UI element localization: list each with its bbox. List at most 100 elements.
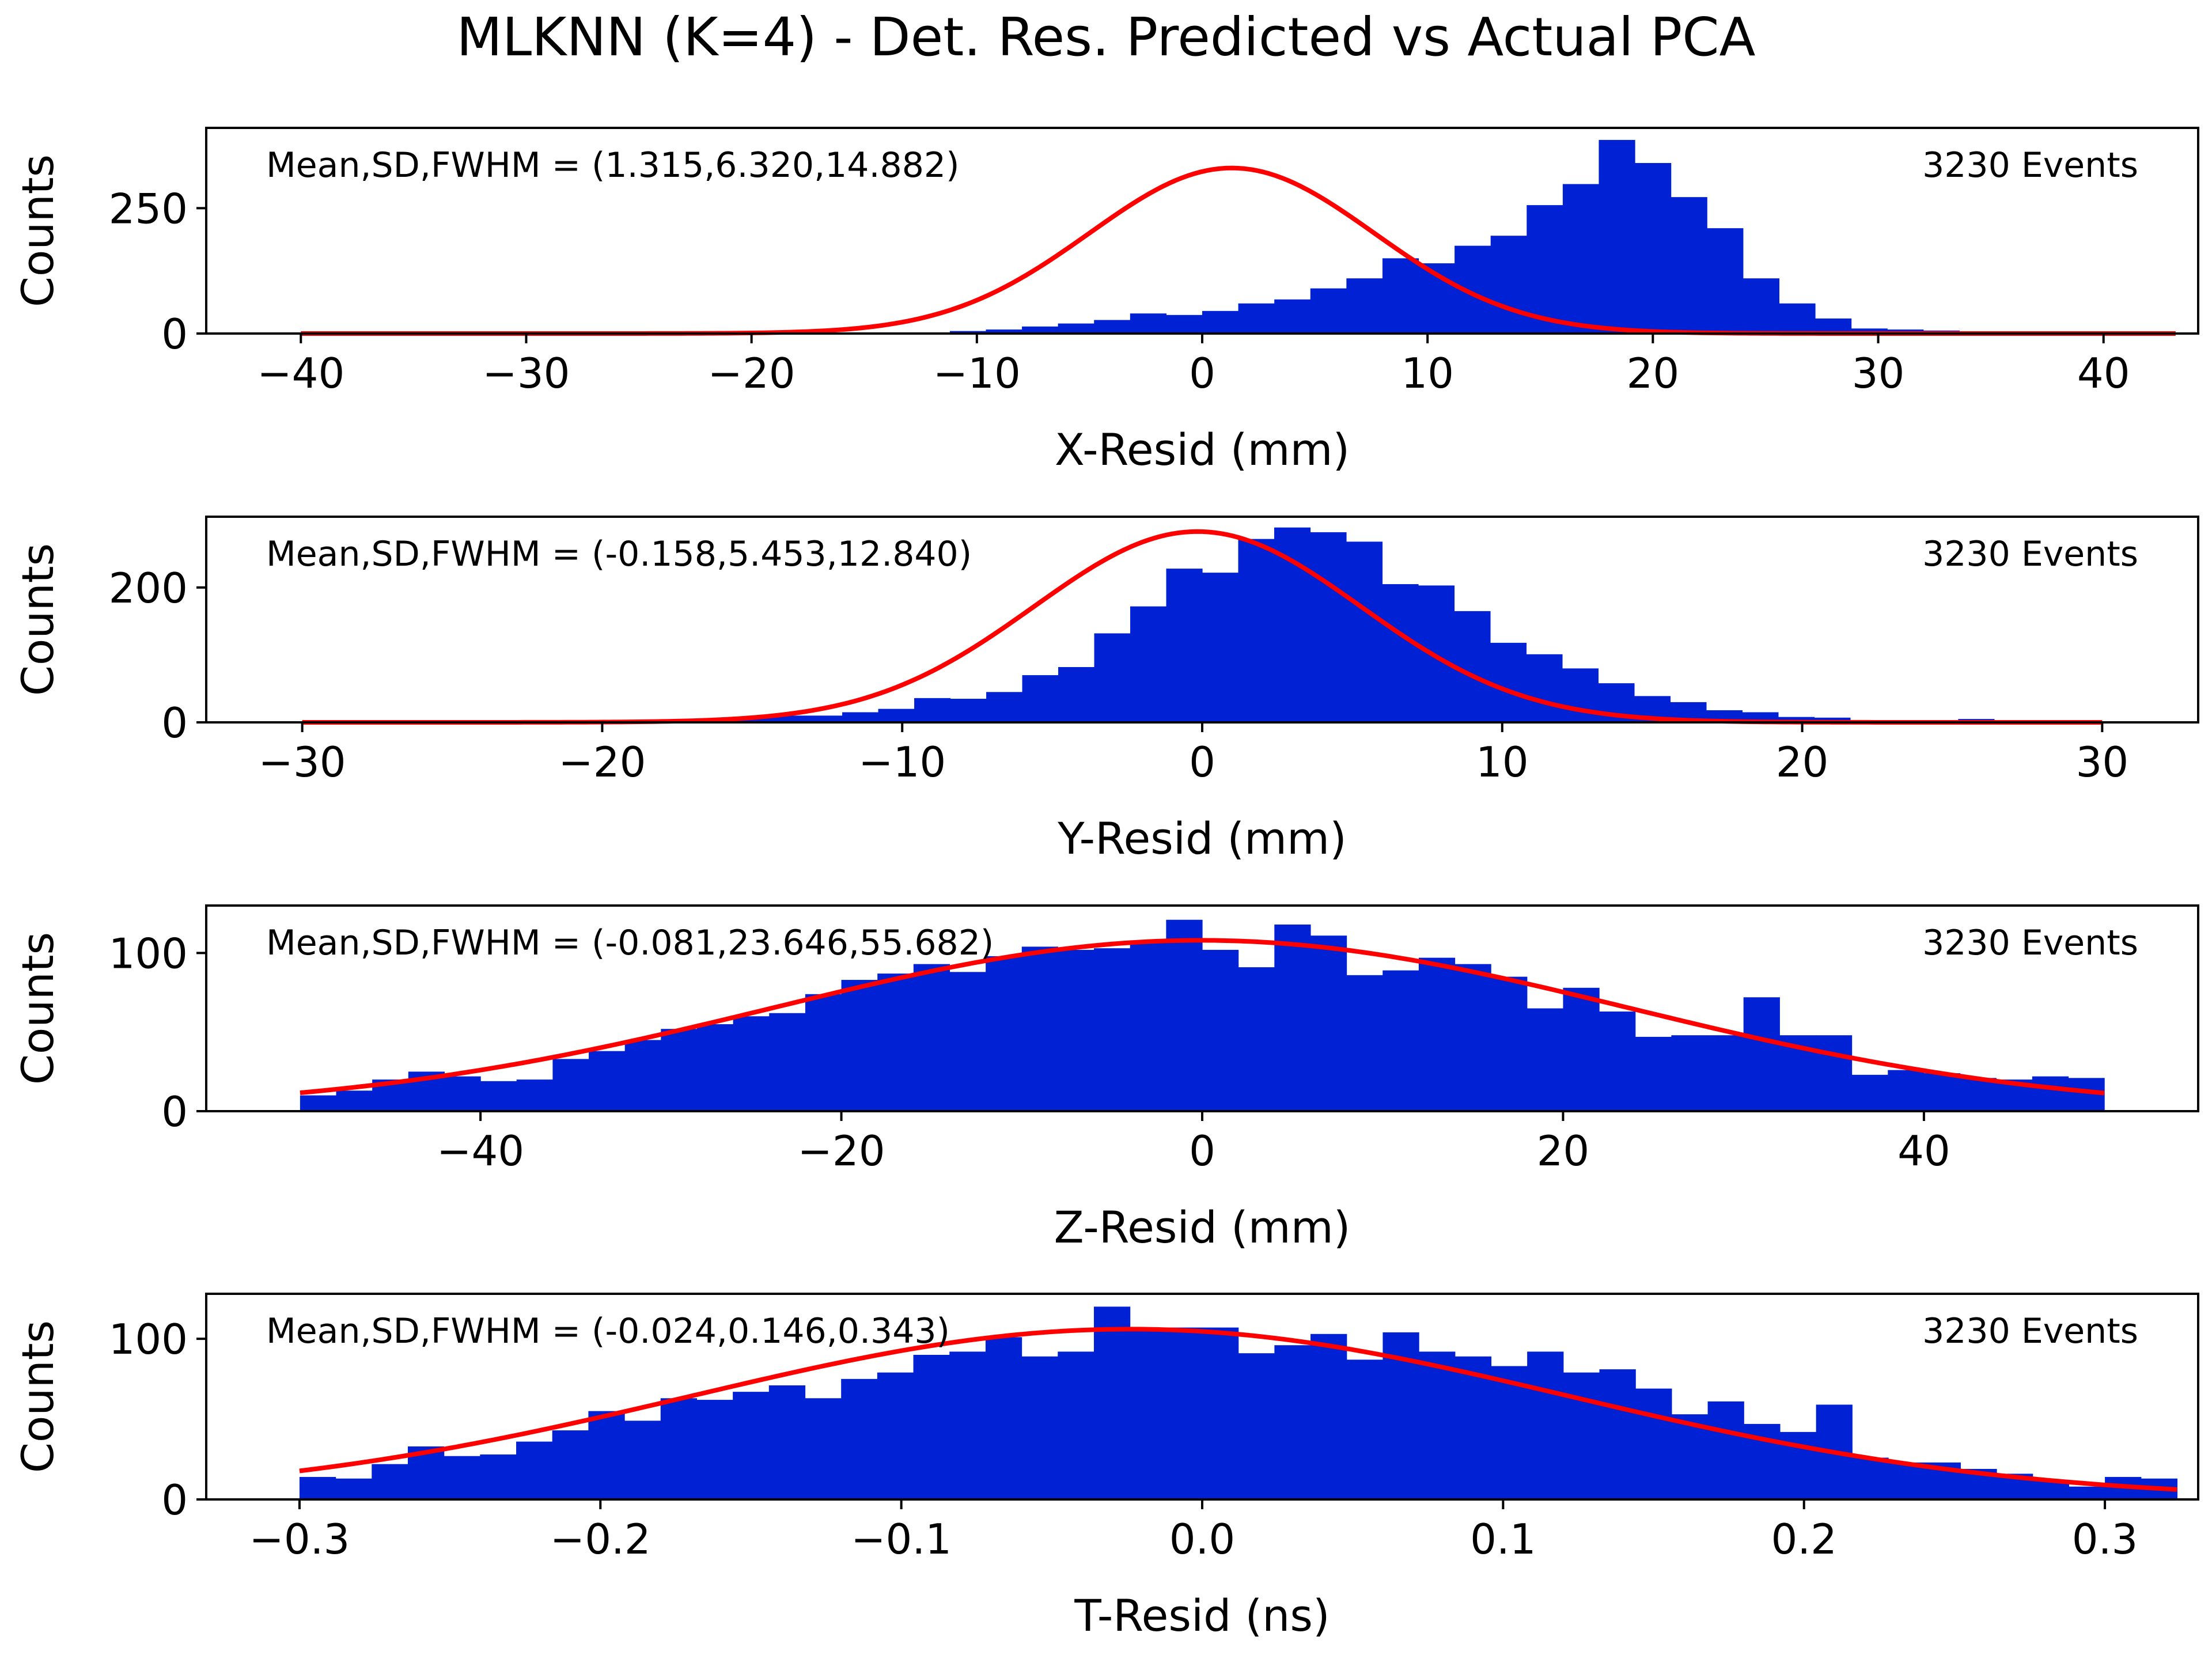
histogram-bar xyxy=(1094,633,1131,722)
histogram-bar xyxy=(1563,1372,1600,1499)
histogram-bar xyxy=(1093,1306,1131,1499)
histogram-bar xyxy=(877,1372,914,1499)
histogram-bar xyxy=(1851,328,1888,334)
histogram-bar xyxy=(770,715,807,722)
histogram-bar xyxy=(1852,1457,1889,1499)
histogram-bar xyxy=(1094,948,1131,1111)
histogram-bar xyxy=(1058,949,1094,1111)
x-tick-label: −0.2 xyxy=(550,1515,651,1563)
x-tick-label: −0.3 xyxy=(249,1515,350,1563)
histogram-bar xyxy=(949,972,986,1111)
histogram-bar xyxy=(913,1354,950,1499)
y-axis-label: Counts xyxy=(12,154,63,307)
histogram-bar xyxy=(1058,323,1094,334)
histogram-bar xyxy=(1599,1011,1636,1111)
histogram-bar xyxy=(949,331,987,334)
x-axis: −40 −30 −20 −10 0 10 20 30 40 xyxy=(257,334,2130,397)
histogram-bar xyxy=(1274,299,1311,334)
histogram-bar xyxy=(949,1351,986,1499)
histogram-bar xyxy=(1491,1366,1528,1499)
y-axis-label: Counts xyxy=(12,543,63,696)
x-tick-label: 20 xyxy=(1776,738,1829,786)
histogram-bar xyxy=(1454,611,1491,722)
histogram-bar xyxy=(696,1400,733,1499)
histogram-bar xyxy=(1202,573,1239,722)
histogram-bar xyxy=(1202,949,1239,1111)
x-axis-label: T-Resid (ns) xyxy=(1074,1590,1330,1641)
histogram-bar xyxy=(300,1095,337,1111)
x-tick-label: −20 xyxy=(558,738,646,786)
histogram-bar xyxy=(1490,642,1527,722)
histogram-bar xyxy=(1707,228,1744,334)
histogram-bar xyxy=(986,692,1023,722)
histogram-bar xyxy=(1707,1401,1744,1499)
y-tick-label: 100 xyxy=(109,929,188,978)
histogram-bar xyxy=(1021,1356,1058,1499)
histogram-bar xyxy=(696,1024,734,1111)
histogram-bar xyxy=(1021,946,1059,1111)
histogram-bar xyxy=(914,698,951,722)
histogram-bar xyxy=(842,712,879,722)
panel-2: −30 −20 −10 0 10 20 30 Y-Resid (mm) 0 200 Counts Me… xyxy=(12,516,2199,864)
x-tick-label: −40 xyxy=(257,349,344,397)
histogram-bar xyxy=(1022,675,1059,722)
histogram-bar xyxy=(1562,184,1600,334)
histogram-bar xyxy=(1851,1074,1888,1111)
histogram-bar xyxy=(805,994,842,1111)
histogram-bar xyxy=(1130,940,1166,1111)
events-annotation: 3230 Events xyxy=(1922,145,2138,185)
histogram-bar xyxy=(480,1081,517,1111)
histogram-bar xyxy=(1490,236,1527,334)
histogram-bar xyxy=(1094,320,1131,334)
x-tick-label: 0 xyxy=(1189,738,1215,786)
histogram-bar xyxy=(1166,315,1203,334)
histogram-bar xyxy=(805,1398,842,1499)
histogram-bar xyxy=(1382,584,1419,722)
histogram-panels: −40 −30 −20 −10 0 10 20 30 40 X-Resid (mm) 0 250 Cou… xyxy=(12,127,2199,1641)
histogram-bar xyxy=(1274,924,1311,1111)
x-tick-label: 0 xyxy=(1189,349,1215,397)
x-tick-label: 0 xyxy=(1189,1127,1215,1175)
histogram-bar xyxy=(769,1013,806,1111)
histogram-bar xyxy=(372,1464,408,1499)
y-tick-label: 0 xyxy=(161,1476,188,1524)
x-tick-label: 10 xyxy=(1476,738,1529,786)
histogram-bar xyxy=(1888,1070,1925,1111)
histogram-bar xyxy=(1238,1353,1275,1499)
histogram-bar xyxy=(1888,1462,1925,1499)
histogram-bar xyxy=(588,1411,625,1499)
histogram-bar xyxy=(516,1441,553,1499)
histogram-bar xyxy=(1635,1036,1672,1111)
histogram-bar xyxy=(806,715,843,722)
y-tick-label: 0 xyxy=(161,1088,188,1136)
histogram-bar xyxy=(1707,1035,1744,1111)
histogram-bar xyxy=(335,1478,372,1499)
y-axis-label: Counts xyxy=(12,1320,63,1473)
histogram-bar xyxy=(950,699,987,722)
histogram-bar xyxy=(1202,1327,1239,1499)
histogram-bar xyxy=(1563,987,1600,1111)
histogram-bar xyxy=(1743,997,1780,1111)
y-tick-label: 0 xyxy=(161,310,188,358)
histogram-bar xyxy=(1599,139,1635,334)
gaussian-fit-curve xyxy=(300,938,2105,1096)
x-tick-label: 0.3 xyxy=(2072,1515,2138,1563)
x-tick-label: 30 xyxy=(2076,738,2129,786)
histogram-bar xyxy=(985,1337,1022,1499)
histogram-bar xyxy=(1202,310,1239,334)
histogram-bar xyxy=(1238,303,1275,334)
histogram-bar xyxy=(1491,976,1528,1111)
histogram-bar xyxy=(1238,967,1275,1111)
histogram-bar xyxy=(552,1430,589,1499)
histogram-bar xyxy=(1923,1073,1961,1111)
histogram-bar xyxy=(1166,569,1203,722)
events-annotation: 3230 Events xyxy=(1922,534,2138,574)
stats-annotation: Mean,SD,FWHM = (-0.158,5.453,12.840) xyxy=(266,534,972,574)
histogram-bar xyxy=(1960,1078,1997,1111)
x-tick-label: 0.2 xyxy=(1771,1515,1837,1563)
x-tick-label: −10 xyxy=(933,349,1021,397)
histogram-bars xyxy=(554,527,2067,722)
y-tick-label: 250 xyxy=(109,184,188,233)
histogram-bar xyxy=(1418,957,1456,1111)
